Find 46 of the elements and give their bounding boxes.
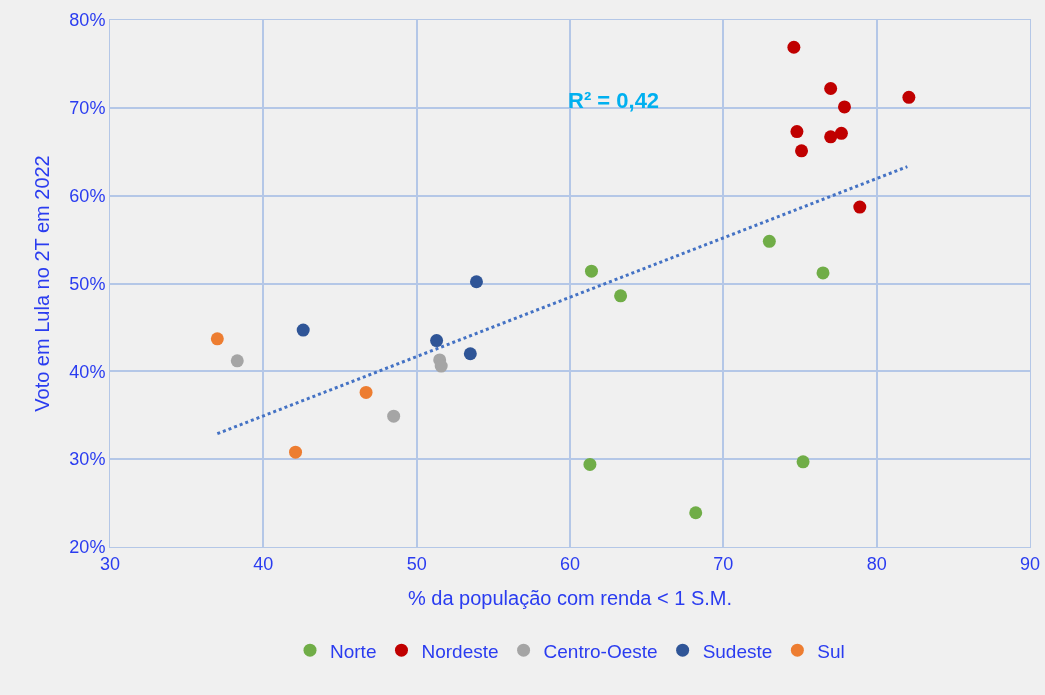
x-tick-label: 80 <box>866 553 887 574</box>
legend-label: Nordeste <box>421 640 499 662</box>
point <box>359 385 373 399</box>
y-tick-label: 60% <box>69 185 106 206</box>
y-axis-title: Voto em Lula no 2T em 2022 <box>30 155 53 412</box>
x-tick-label: 60 <box>559 553 581 574</box>
point <box>824 82 838 95</box>
point <box>614 289 628 303</box>
legend-label: Sudeste <box>702 640 773 662</box>
legend-label: Sul <box>817 640 845 662</box>
point <box>463 347 477 361</box>
point <box>289 445 303 459</box>
point <box>230 354 244 368</box>
annotation: R² = 0,42 <box>568 88 660 113</box>
point <box>583 457 597 471</box>
x-axis-title: % da população com renda < 1 S.M. <box>407 587 733 610</box>
point <box>430 334 444 348</box>
x-tick-label: 50 <box>406 553 427 574</box>
point <box>787 40 801 54</box>
point <box>853 200 867 214</box>
point <box>796 455 810 469</box>
y-tick-label: 70% <box>69 98 106 119</box>
point <box>469 275 483 289</box>
y-tick-label: 40% <box>69 361 106 382</box>
point <box>387 409 401 423</box>
point <box>816 266 830 280</box>
point <box>210 332 224 346</box>
point <box>795 144 809 158</box>
point <box>902 90 916 104</box>
x-tick-label: 70 <box>713 553 734 574</box>
point <box>837 100 851 114</box>
x-tick-label: 90 <box>1019 553 1041 574</box>
y-tick-label: 50% <box>69 273 106 294</box>
point <box>834 126 848 140</box>
legend-label: Norte <box>330 640 377 662</box>
x-tick-label: 40 <box>253 553 274 574</box>
point <box>790 125 804 139</box>
point <box>296 323 310 337</box>
y-tick-label: 30% <box>69 449 106 470</box>
point <box>762 234 776 248</box>
point <box>434 359 448 373</box>
point <box>824 130 838 144</box>
point <box>584 264 598 278</box>
point <box>689 506 703 520</box>
y-tick-label: 80% <box>69 10 106 31</box>
legend-label: Centro-Oeste <box>543 640 658 662</box>
